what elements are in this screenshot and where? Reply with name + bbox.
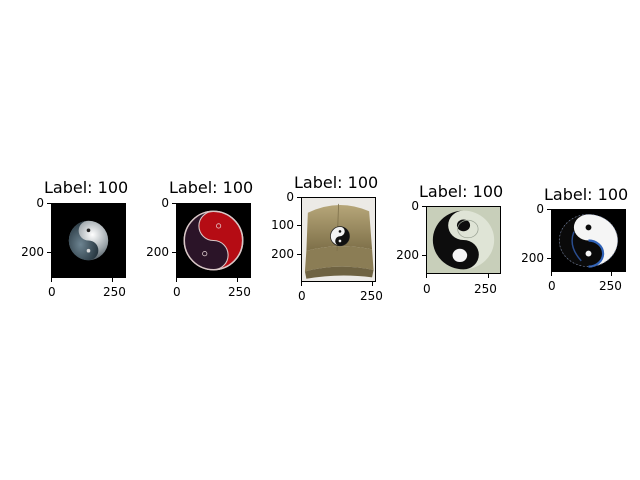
yin-yang-metallic-image <box>52 204 125 277</box>
x-tick-label: 250 <box>474 282 497 296</box>
yin-yang-blue-image <box>552 210 625 271</box>
y-tick-label: 0 <box>161 196 169 210</box>
y-tick-label: 200 <box>146 245 169 259</box>
panel-title: Label: 100 <box>169 178 254 197</box>
yin-yang-red-purple-image <box>177 204 250 277</box>
yin-yang-cap-image <box>302 198 375 281</box>
panel-title: Label: 100 <box>44 178 129 197</box>
x-tick-label: 250 <box>103 285 126 299</box>
y-tick-label: 0 <box>536 202 544 216</box>
y-tick-label: 100 <box>271 218 294 232</box>
image-axes <box>426 206 501 274</box>
x-tick-label: 0 <box>423 282 431 296</box>
x-tick-label: 250 <box>228 285 251 299</box>
image-axes <box>551 209 626 272</box>
y-tick-label: 0 <box>411 199 419 213</box>
panel-title: Label: 100 <box>419 182 504 201</box>
image-axes <box>301 197 376 282</box>
image-axes <box>176 203 251 278</box>
x-tick-label: 0 <box>48 285 56 299</box>
y-tick-label: 0 <box>36 196 44 210</box>
x-tick-label: 0 <box>298 289 306 303</box>
image-axes <box>51 203 126 278</box>
yin-yang-pale-green-image <box>427 207 500 273</box>
panel-title: Label: 100 <box>544 185 629 204</box>
panel-title: Label: 100 <box>294 173 379 192</box>
x-tick-label: 250 <box>599 279 622 293</box>
x-tick-label: 0 <box>173 285 181 299</box>
y-tick-label: 200 <box>271 247 294 261</box>
y-tick-label: 0 <box>286 190 294 204</box>
y-tick-label: 200 <box>521 251 544 265</box>
x-tick-label: 0 <box>548 279 556 293</box>
y-tick-label: 200 <box>396 248 419 262</box>
y-tick-label: 200 <box>21 245 44 259</box>
x-tick-label: 250 <box>360 289 383 303</box>
